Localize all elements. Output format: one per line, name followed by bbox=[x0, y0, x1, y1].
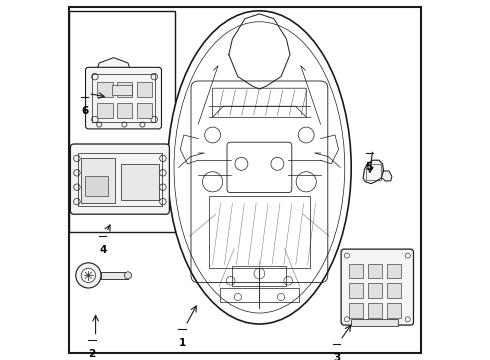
Polygon shape bbox=[363, 160, 384, 184]
Text: 6: 6 bbox=[81, 106, 88, 116]
Bar bbox=[351, 319, 398, 326]
Bar bbox=[349, 303, 363, 318]
Circle shape bbox=[124, 272, 132, 279]
Bar bbox=[349, 283, 363, 298]
FancyBboxPatch shape bbox=[71, 144, 170, 214]
Text: 4: 4 bbox=[99, 245, 106, 255]
Bar bbox=[349, 264, 363, 278]
Polygon shape bbox=[96, 58, 132, 83]
Bar bbox=[81, 158, 116, 203]
Bar bbox=[112, 85, 132, 95]
Bar bbox=[137, 82, 152, 97]
Bar bbox=[85, 176, 108, 196]
Bar bbox=[368, 303, 382, 318]
FancyBboxPatch shape bbox=[86, 67, 162, 129]
Bar bbox=[137, 103, 152, 118]
Bar bbox=[101, 272, 128, 279]
Bar bbox=[121, 164, 159, 200]
Bar bbox=[387, 283, 400, 298]
Bar bbox=[92, 74, 155, 122]
Bar bbox=[98, 82, 113, 97]
Bar bbox=[69, 11, 175, 232]
Bar bbox=[209, 196, 310, 268]
Polygon shape bbox=[383, 171, 392, 181]
Text: 2: 2 bbox=[88, 349, 96, 359]
Circle shape bbox=[76, 263, 101, 288]
Bar bbox=[220, 288, 299, 302]
Bar bbox=[366, 164, 381, 180]
Bar bbox=[368, 283, 382, 298]
Text: 3: 3 bbox=[333, 353, 341, 360]
Bar bbox=[232, 266, 286, 286]
Bar bbox=[117, 103, 132, 118]
Text: 5: 5 bbox=[366, 162, 373, 172]
Bar bbox=[368, 264, 382, 278]
Bar bbox=[387, 303, 400, 318]
Bar bbox=[77, 153, 162, 206]
Ellipse shape bbox=[168, 11, 351, 324]
Text: 1: 1 bbox=[178, 338, 186, 348]
Bar bbox=[387, 264, 400, 278]
FancyBboxPatch shape bbox=[341, 249, 414, 325]
Bar bbox=[98, 103, 113, 118]
Bar bbox=[117, 82, 132, 97]
